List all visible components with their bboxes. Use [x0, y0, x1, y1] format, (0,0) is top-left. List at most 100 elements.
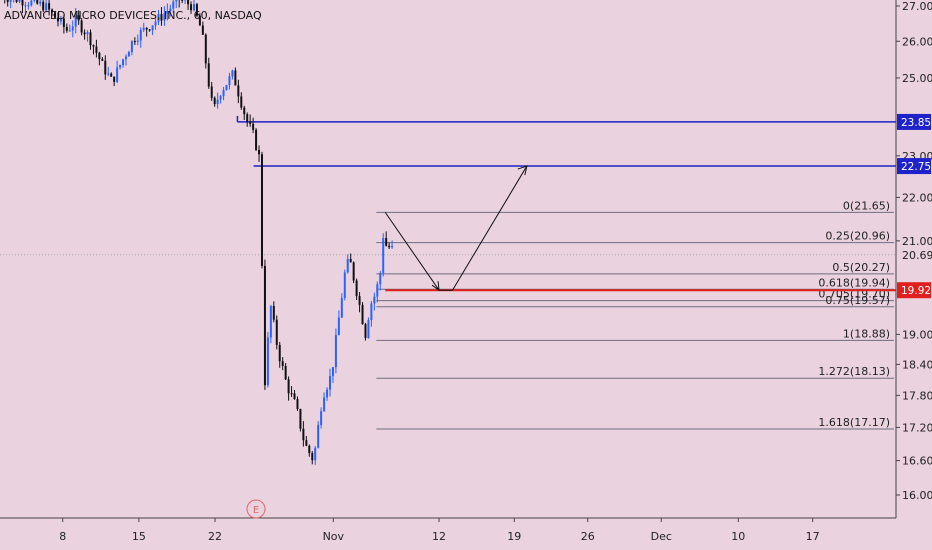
- candle: [166, 3, 169, 21]
- candle: [216, 92, 219, 109]
- candle: [36, 0, 39, 5]
- candle-body: [225, 85, 228, 91]
- candle-body: [15, 0, 18, 2]
- x-tick-label: 19: [507, 530, 521, 543]
- price-badge: [897, 158, 931, 175]
- candle: [98, 51, 101, 66]
- candle: [302, 421, 305, 447]
- candle-body: [21, 0, 24, 6]
- candle: [314, 446, 317, 465]
- candle-body: [311, 452, 314, 461]
- candle-body: [145, 27, 148, 30]
- candle-body: [355, 280, 358, 297]
- candle-body: [382, 238, 385, 273]
- candle: [127, 50, 130, 57]
- candle-body: [104, 60, 107, 75]
- candle-body: [255, 129, 258, 150]
- candle-body: [331, 367, 334, 377]
- candle: [391, 240, 394, 249]
- x-tick-label: 8: [59, 530, 66, 543]
- drawings[interactable]: [384, 165, 528, 292]
- candle: [299, 408, 302, 432]
- candle: [308, 444, 311, 457]
- fib-level-label: 1.618(17.17): [818, 416, 890, 429]
- candle-body: [195, 4, 198, 16]
- x-tick-label: 10: [731, 530, 745, 543]
- candle: [154, 18, 157, 30]
- candle-body: [385, 238, 388, 246]
- candle: [59, 15, 62, 25]
- candle: [258, 145, 261, 162]
- candle-body: [113, 76, 116, 82]
- candles: [4, 0, 394, 465]
- candle-body: [287, 379, 290, 394]
- price-badge-label: 23.85: [901, 117, 931, 129]
- fib-level-label: 1.272(18.13): [818, 365, 890, 378]
- candle: [157, 9, 160, 25]
- candle: [56, 12, 59, 27]
- candle: [175, 0, 178, 9]
- candle-body: [107, 73, 110, 75]
- candle-body: [181, 0, 184, 1]
- candle-body: [80, 20, 83, 33]
- candle-body: [142, 27, 145, 30]
- candle-body: [39, 1, 42, 4]
- candle: [110, 72, 113, 77]
- candle-body: [33, 0, 36, 1]
- projection-up-leg[interactable]: [452, 165, 528, 291]
- candle-body: [6, 0, 9, 2]
- candle-body: [122, 59, 125, 65]
- candle: [74, 8, 77, 34]
- candle: [30, 0, 33, 7]
- fib-level-label: 0(21.65): [843, 199, 890, 212]
- candle: [364, 322, 367, 341]
- x-tick-label: Dec: [651, 530, 672, 543]
- candle: [89, 29, 92, 50]
- candle: [9, 0, 12, 9]
- candle-body: [234, 70, 237, 86]
- price-badge: [897, 282, 931, 299]
- horizontal-levels[interactable]: [0, 115, 896, 292]
- candle-body: [187, 0, 190, 5]
- candle-body: [74, 15, 77, 27]
- candle: [343, 269, 346, 301]
- candle: [331, 367, 334, 383]
- candle: [33, 0, 36, 3]
- projection-down-leg[interactable]: [384, 212, 440, 291]
- candle-body: [54, 12, 57, 18]
- candle-body: [148, 29, 151, 31]
- candle: [361, 302, 364, 325]
- candle: [169, 4, 172, 17]
- candle-body: [269, 305, 272, 338]
- candle: [116, 60, 119, 84]
- price-badge: [897, 113, 931, 130]
- earnings-event-marker[interactable]: E: [246, 499, 266, 519]
- candle-body: [340, 297, 343, 318]
- candle-body: [337, 317, 340, 336]
- candle-body: [314, 447, 317, 461]
- candle: [130, 40, 133, 56]
- candle-body: [59, 18, 62, 22]
- candle: [48, 0, 51, 16]
- candle-body: [281, 361, 284, 366]
- candle-body: [263, 265, 266, 386]
- candle: [317, 421, 320, 449]
- candle: [148, 28, 151, 32]
- candle-body: [260, 154, 263, 266]
- candle: [249, 114, 252, 127]
- candle-body: [320, 411, 323, 425]
- candle: [320, 407, 323, 429]
- candle: [311, 451, 314, 465]
- candle-body: [201, 25, 204, 35]
- candle: [243, 105, 246, 121]
- candle: [181, 0, 184, 4]
- candle-body: [101, 59, 104, 61]
- candle: [355, 278, 358, 301]
- candle: [42, 0, 45, 13]
- earnings-event-label: E: [253, 505, 259, 516]
- candle: [275, 315, 278, 350]
- y-tick-label: 21.00: [902, 235, 932, 248]
